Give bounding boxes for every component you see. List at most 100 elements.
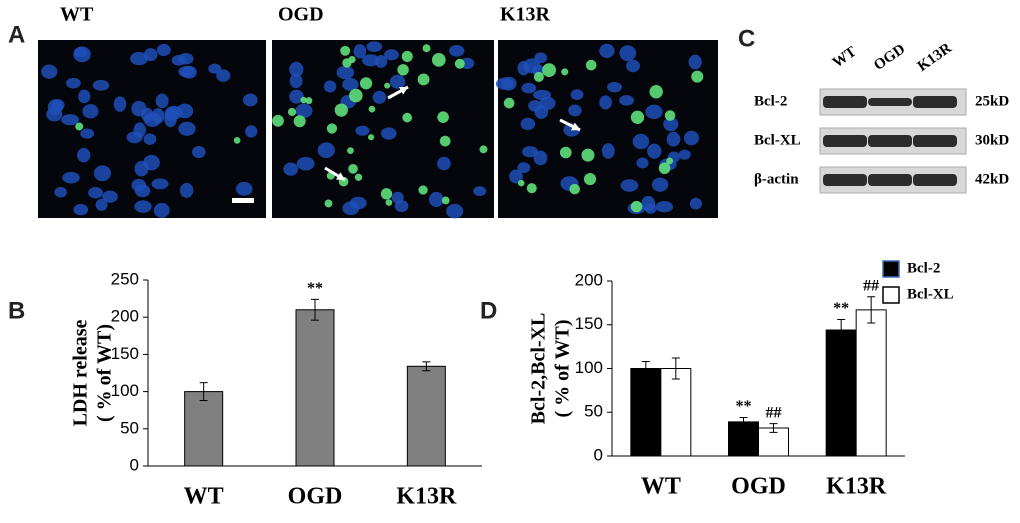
tunel-cell [367, 134, 375, 141]
nucleus [391, 191, 404, 204]
tunel-cell [569, 183, 581, 195]
nucleus [666, 131, 681, 147]
nucleus [353, 44, 367, 59]
bar [184, 391, 224, 467]
nucleus [131, 100, 147, 117]
nucleus [619, 45, 637, 62]
tunel-cell [340, 45, 351, 56]
nucleus [245, 125, 258, 138]
y-tick-label: 50 [584, 402, 603, 421]
nucleus [82, 104, 99, 119]
legend-label: Bcl-XL [907, 286, 954, 302]
band [823, 135, 867, 147]
nucleus [520, 117, 536, 131]
micrograph-label: K13R [500, 4, 551, 26]
nucleus [54, 187, 67, 198]
band [823, 96, 867, 108]
y-axis-label: Bcl-2,Bcl-XL [528, 313, 550, 425]
tunel-cell [561, 68, 569, 76]
nucleus [61, 114, 79, 126]
tunel-cell [397, 64, 409, 76]
x-tick-label: WT [641, 474, 681, 500]
y-tick-label: 50 [120, 418, 139, 437]
nucleus [126, 131, 143, 144]
legend-label: Bcl-2 [907, 260, 940, 276]
nucleus [663, 117, 679, 132]
x-tick-label: WT [184, 484, 224, 510]
arrow-head [571, 122, 580, 131]
tunel-cell [649, 85, 663, 99]
y-tick-label: 0 [594, 445, 603, 464]
y-tick-label: 0 [130, 455, 139, 474]
nucleus [88, 187, 103, 199]
nucleus [113, 96, 127, 112]
nucleus [389, 74, 406, 89]
tunel-cell [691, 70, 704, 83]
nucleus [192, 146, 206, 159]
nucleus [523, 58, 541, 74]
nucleus [235, 181, 253, 196]
nucleus [95, 198, 108, 211]
tunel-cell [233, 137, 241, 144]
x-tick-label: OGD [731, 474, 786, 500]
micrograph [272, 40, 494, 218]
nucleus [134, 184, 151, 198]
nucleus [47, 99, 63, 116]
nucleus [366, 41, 383, 52]
nucleus [651, 177, 669, 192]
nucleus [342, 77, 359, 91]
nucleus [216, 69, 231, 82]
y-tick-label: 150 [111, 344, 139, 363]
tunel-cell [439, 135, 451, 147]
significance: ## [863, 277, 879, 294]
lane-label: OGD [871, 41, 908, 74]
tunel-cell [75, 122, 84, 131]
band [868, 98, 912, 106]
nucleus [683, 130, 700, 146]
nucleus [289, 61, 304, 78]
tunel-cell [334, 103, 348, 117]
tunel-cell [385, 199, 393, 206]
nucleus [134, 200, 152, 213]
nucleus [176, 103, 194, 119]
x-tick-label: OGD [288, 484, 343, 510]
band [868, 135, 912, 147]
nucleus [143, 133, 157, 145]
nucleus [66, 77, 81, 89]
tunel-cell [324, 199, 333, 208]
band [913, 135, 957, 147]
nucleus [655, 201, 674, 213]
y-axis-label: ( % of WT) [552, 320, 574, 418]
tunel-cell [583, 173, 597, 186]
nucleus [446, 203, 464, 219]
nucleus [342, 201, 360, 216]
nucleus [179, 182, 194, 198]
y-axis-label: ( % of WT) [94, 324, 116, 422]
bar [855, 309, 887, 457]
micrograph-label: WT [60, 4, 94, 26]
band [913, 174, 957, 186]
tunel-cell [503, 97, 515, 109]
tunel-cell [664, 110, 676, 121]
panel-label: C [738, 25, 755, 52]
nucleus [645, 104, 663, 120]
nucleus [534, 105, 549, 119]
tunel-cell [431, 53, 446, 67]
x-tick-label: K13R [826, 474, 887, 500]
nucleus [295, 103, 313, 119]
tunel-cell [300, 96, 307, 104]
tunel-cell [630, 200, 643, 213]
band-name: Bcl-XL [754, 132, 801, 148]
nucleus [151, 178, 169, 190]
band [868, 174, 912, 186]
nucleus [521, 82, 537, 94]
tunel-cell [479, 145, 488, 154]
bar [630, 368, 662, 457]
legend-swatch [882, 260, 900, 278]
tunel-cell [287, 107, 297, 117]
tunel-cell [559, 146, 572, 159]
nucleus [607, 81, 622, 93]
arrow-head [399, 87, 408, 95]
bar [728, 421, 759, 457]
panel-label: D [480, 297, 497, 324]
